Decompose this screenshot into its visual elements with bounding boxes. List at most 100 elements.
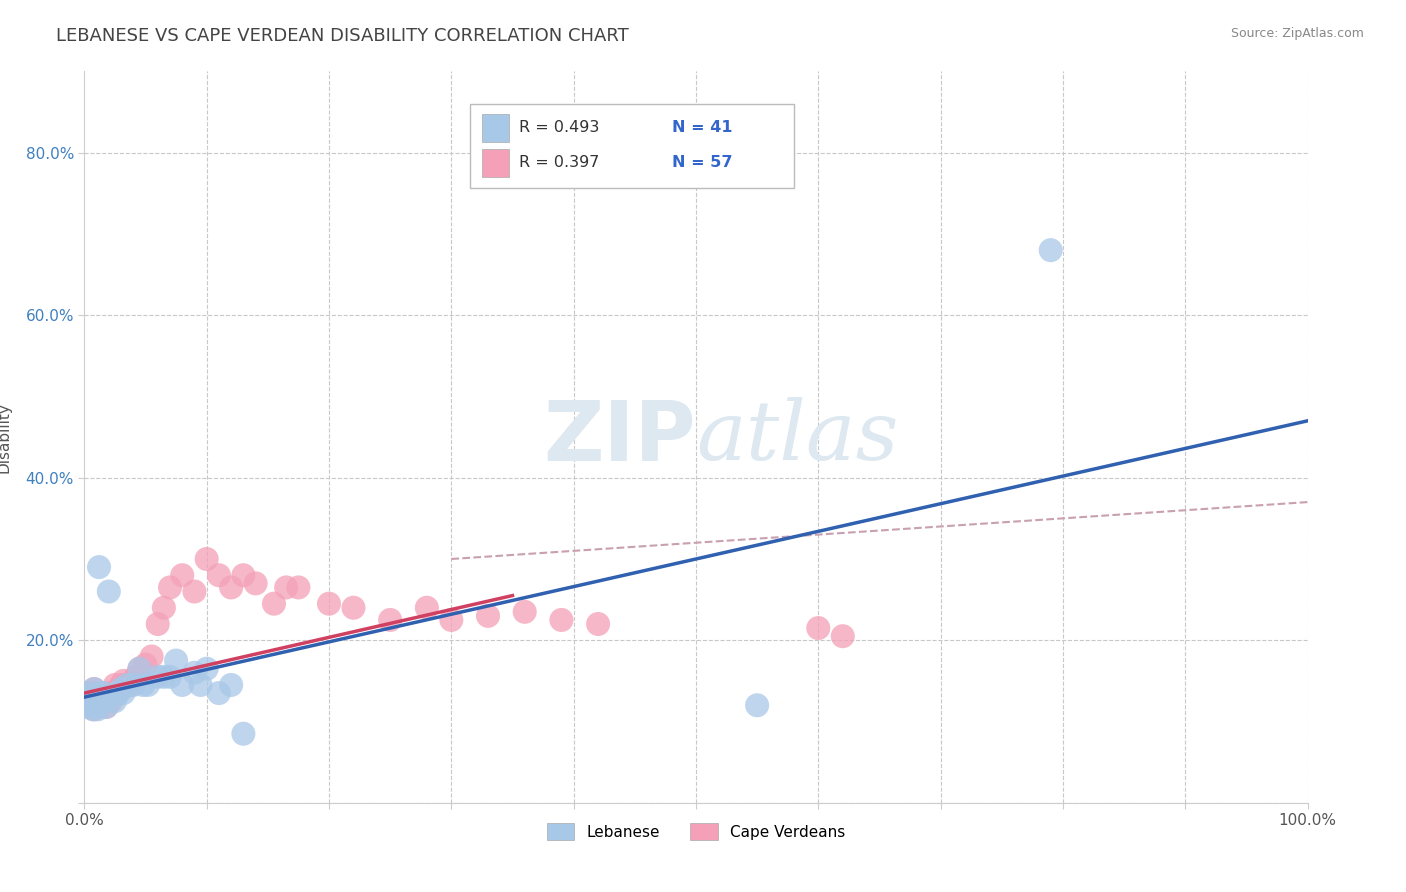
Point — [125, 670, 148, 684]
Point — [104, 694, 127, 708]
Point — [84, 694, 107, 708]
Point — [89, 697, 111, 711]
Text: R = 0.397: R = 0.397 — [519, 155, 599, 170]
Point — [97, 686, 120, 700]
Point — [83, 702, 105, 716]
Point — [128, 662, 150, 676]
Point — [93, 690, 115, 705]
Point — [112, 686, 135, 700]
Point — [172, 678, 194, 692]
Point — [141, 649, 163, 664]
Point — [77, 686, 100, 700]
Text: N = 41: N = 41 — [672, 120, 733, 136]
Point — [440, 613, 463, 627]
Point — [77, 698, 100, 713]
Point — [77, 686, 100, 700]
Point — [132, 678, 155, 692]
Point — [146, 670, 169, 684]
Point — [82, 702, 104, 716]
Point — [807, 621, 830, 635]
Point — [136, 678, 159, 692]
Point — [115, 678, 138, 692]
Point — [477, 608, 499, 623]
Point — [380, 613, 402, 627]
Point — [79, 697, 101, 711]
Point — [112, 673, 135, 688]
Point — [104, 678, 127, 692]
Point — [91, 694, 114, 708]
Bar — [482, 149, 509, 177]
Point — [190, 678, 212, 692]
Point — [183, 665, 205, 680]
Point — [86, 690, 108, 705]
Point — [159, 581, 181, 595]
Point — [86, 690, 108, 705]
Point — [80, 691, 103, 706]
Point — [416, 600, 439, 615]
Point — [96, 699, 118, 714]
Point — [128, 662, 150, 676]
Point — [75, 694, 97, 708]
Point — [96, 699, 118, 714]
Point — [232, 568, 254, 582]
Point — [122, 678, 145, 692]
Point — [135, 657, 157, 672]
Point — [87, 560, 110, 574]
Text: N = 57: N = 57 — [672, 155, 733, 170]
Point — [208, 568, 231, 582]
Text: R = 0.493: R = 0.493 — [519, 120, 599, 136]
Point — [107, 686, 129, 700]
Point — [75, 690, 97, 705]
Point — [342, 600, 364, 615]
Point — [513, 605, 536, 619]
Point — [80, 691, 103, 706]
Point — [115, 678, 138, 692]
Text: atlas: atlas — [696, 397, 898, 477]
Point — [550, 613, 572, 627]
Point — [83, 681, 105, 696]
Text: LEBANESE VS CAPE VERDEAN DISABILITY CORRELATION CHART: LEBANESE VS CAPE VERDEAN DISABILITY CORR… — [56, 27, 628, 45]
Point — [76, 690, 98, 705]
Point — [120, 678, 142, 692]
Text: Source: ZipAtlas.com: Source: ZipAtlas.com — [1230, 27, 1364, 40]
Point — [110, 678, 132, 692]
Point — [87, 686, 110, 700]
FancyBboxPatch shape — [470, 104, 794, 188]
Point — [172, 568, 194, 582]
Point — [79, 699, 101, 714]
Point — [318, 597, 340, 611]
Point — [100, 694, 122, 708]
Point — [219, 581, 242, 595]
Point — [110, 681, 132, 696]
Point — [153, 600, 176, 615]
Point — [747, 698, 769, 713]
Point — [87, 702, 110, 716]
Point — [86, 699, 108, 714]
Point — [77, 698, 100, 713]
Point — [263, 597, 285, 611]
Point — [1039, 243, 1062, 257]
Text: ZIP: ZIP — [544, 397, 696, 477]
Point — [195, 662, 218, 676]
Point — [245, 576, 267, 591]
Point — [287, 581, 309, 595]
Point — [586, 617, 609, 632]
Point — [90, 691, 112, 706]
Point — [146, 617, 169, 632]
Point — [122, 673, 145, 688]
Point — [208, 686, 231, 700]
Point — [232, 727, 254, 741]
Point — [80, 697, 103, 711]
Point — [93, 686, 115, 700]
Point — [276, 581, 298, 595]
Point — [219, 678, 242, 692]
Bar — [482, 114, 509, 142]
Point — [153, 670, 176, 684]
Point — [77, 699, 100, 714]
Point — [84, 694, 107, 708]
Point — [89, 686, 111, 700]
Point — [100, 690, 122, 705]
Point — [195, 552, 218, 566]
Point — [82, 694, 104, 708]
Y-axis label: Disability: Disability — [0, 401, 11, 473]
